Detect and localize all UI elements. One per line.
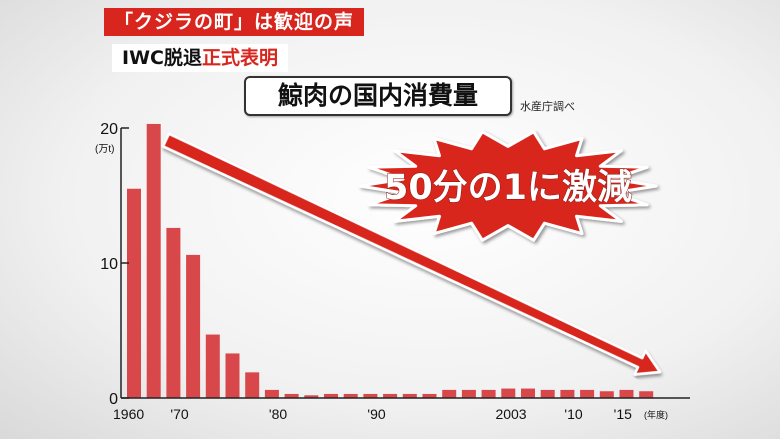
x-tick-label: '80 xyxy=(269,406,287,422)
x-tick-label: '15 xyxy=(614,406,632,422)
bar xyxy=(501,388,516,398)
bar xyxy=(442,389,457,398)
bar xyxy=(560,389,575,398)
bar xyxy=(599,391,614,398)
bar xyxy=(481,389,496,398)
bar xyxy=(205,334,220,398)
headline-text: 「クジラの町」は歓迎の声 xyxy=(114,11,355,33)
annotation-text: 50分の1に激減 xyxy=(384,168,632,208)
chart-source: 水産庁調べ xyxy=(520,100,575,113)
bar xyxy=(619,389,634,398)
subheadline-emphasis: 正式表明 xyxy=(201,47,278,69)
y-tick-label: 0 xyxy=(109,391,118,408)
bar xyxy=(225,353,240,398)
headline-banner: 「クジラの町」は歓迎の声 xyxy=(104,8,365,36)
bar xyxy=(245,372,260,398)
bar xyxy=(127,188,141,398)
y-tick-label: 10 xyxy=(100,256,118,273)
bar xyxy=(166,227,181,398)
bar xyxy=(639,391,654,398)
bar xyxy=(521,388,535,398)
trend-arrow xyxy=(161,132,662,376)
bar xyxy=(383,393,398,398)
bar xyxy=(461,389,476,398)
x-tick-label: 1960 xyxy=(113,406,144,422)
bar xyxy=(284,393,299,398)
annotation-starburst xyxy=(358,130,658,242)
x-tick-label: '70 xyxy=(170,406,188,422)
bar xyxy=(146,123,161,398)
bar xyxy=(402,393,417,398)
x-tick-label: 2003 xyxy=(495,406,526,422)
bar xyxy=(324,393,338,398)
y-axis-label: (万t) xyxy=(95,144,114,155)
x-tick-label: '10 xyxy=(564,406,582,422)
subheadline-banner: IWC脱退正式表明 xyxy=(112,44,288,72)
bar xyxy=(540,389,555,398)
x-axis-label: (年度) xyxy=(644,409,668,420)
subheadline-prefix: IWC脱退 xyxy=(122,47,202,69)
bar xyxy=(363,393,378,398)
x-tick-label: '90 xyxy=(367,406,385,422)
chart-title: 鯨肉の国内消費量 xyxy=(244,76,512,116)
bar xyxy=(264,389,279,398)
bar xyxy=(186,254,201,398)
bar xyxy=(580,389,595,398)
bar xyxy=(343,393,358,398)
bar xyxy=(422,393,437,398)
bar xyxy=(304,395,319,398)
y-tick-label: 20 xyxy=(100,121,118,138)
